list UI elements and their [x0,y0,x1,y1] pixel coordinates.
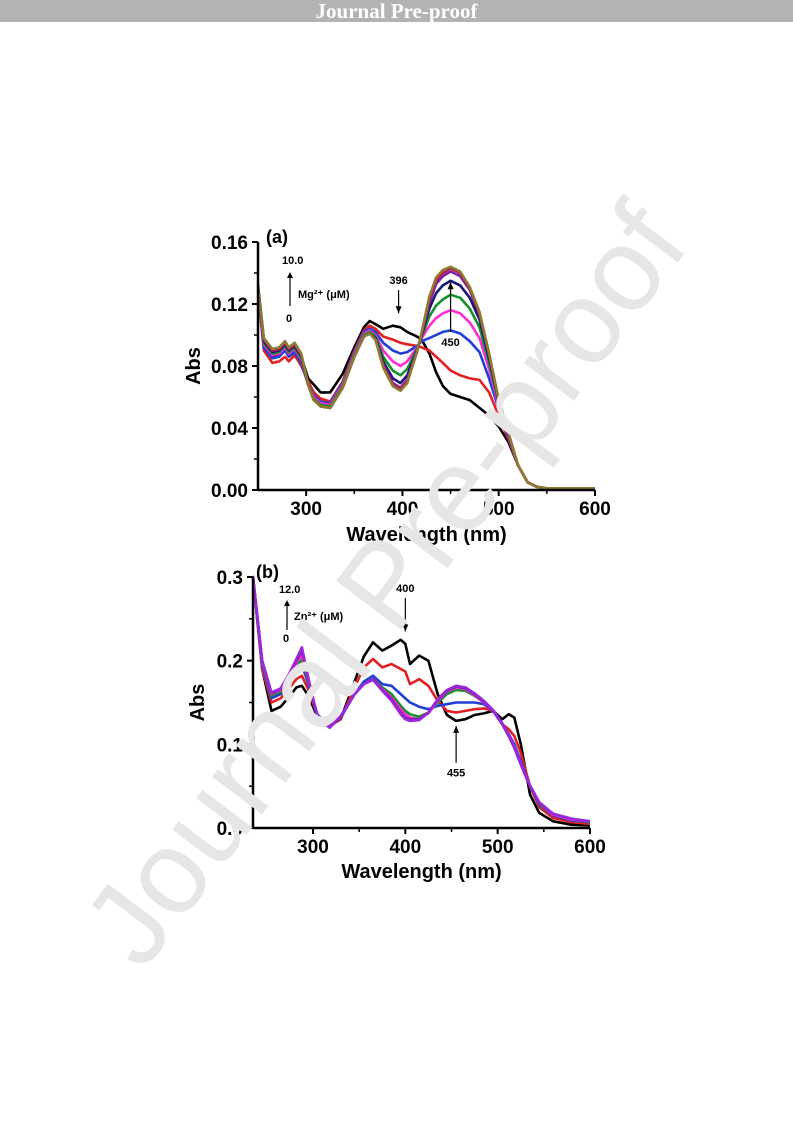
series-line-2 [253,575,590,826]
y-tick-label: 0.08 [211,357,248,378]
panel-label: (b) [256,562,279,582]
annotation-label: 455 [447,768,465,780]
x-tick-label: 300 [297,837,329,858]
annotation-arrow-head [395,306,402,314]
titration-label: Mg²⁺ (μM) [298,289,350,301]
titration-label: Zn²⁺ (μM) [294,611,344,623]
y-tick-label: 0.1 [217,735,244,756]
y-tick-label: 0.16 [211,233,248,254]
panel-label: (a) [266,227,288,247]
y-tick-label: 0.0 [217,819,243,840]
titration-bottom-label: 0 [283,633,289,645]
y-tick-label: 0.3 [217,568,243,589]
y-tick-label: 0.00 [211,481,248,502]
titration-arrow-head [284,600,290,606]
x-tick-label: 300 [290,499,322,520]
x-tick-label: 400 [389,837,421,858]
x-axis-title: Wavelength (nm) [346,524,506,546]
y-axis-title: Abs [187,684,209,722]
y-tick-label: 0.12 [211,295,248,316]
x-axis-title: Wavelength (nm) [341,861,501,883]
titration-top-label: 12.0 [279,584,300,596]
titration-arrow-head [287,272,293,278]
annotation-label: 450 [441,337,459,349]
y-tick-label: 0.04 [211,419,248,440]
series-group [253,575,590,827]
journal-banner: Journal Pre-proof [0,0,793,22]
annotation-label: 400 [396,583,414,595]
y-axis-title: Abs [183,347,205,385]
titration-bottom-label: 0 [286,313,292,325]
annotation-arrow-head [447,282,454,290]
x-tick-label: 500 [482,837,514,858]
series-line-7 [253,575,590,823]
series-group [258,265,595,490]
annotation-arrow-head [402,624,409,632]
titration-top-label: 10.0 [282,255,303,267]
x-tick-label: 500 [483,499,515,520]
annotation-arrow-head [453,725,460,733]
series-line-1 [253,575,590,827]
x-tick-label: 600 [579,499,611,520]
x-tick-label: 400 [387,499,419,520]
x-tick-label: 600 [574,837,606,858]
series-line-9 [258,265,595,490]
y-tick-label: 0.2 [217,652,243,673]
annotation-label: 396 [389,275,407,287]
